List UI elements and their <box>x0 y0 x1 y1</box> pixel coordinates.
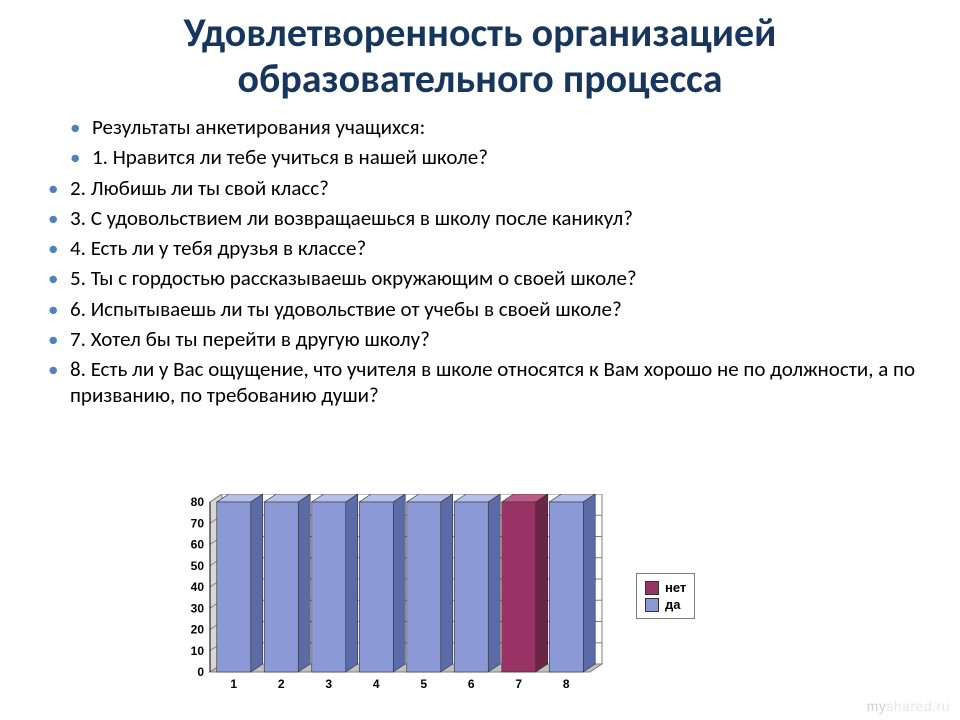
svg-text:5: 5 <box>420 677 427 691</box>
svg-text:50: 50 <box>191 559 205 573</box>
svg-text:80: 80 <box>191 495 205 509</box>
bullet-item: 3. С удовольствием ли возвращаешься в шк… <box>48 205 930 231</box>
svg-text:2: 2 <box>278 677 285 691</box>
bullet-item: 8. Есть ли у Вас ощущение, что учителя в… <box>48 356 930 409</box>
watermark-shared: shared.ru <box>886 698 950 714</box>
svg-text:10: 10 <box>191 644 205 658</box>
title-line2: образовательного процесса <box>238 54 723 103</box>
bullet-item: 4. Есть ли у тебя друзья в классе? <box>48 235 930 261</box>
legend-swatch <box>645 581 659 595</box>
svg-text:8: 8 <box>563 677 570 691</box>
chart-zone: 0 10 20 30 40 50 60 70 80 1 2 3 4 5 6 7 8 нет да <box>170 494 695 698</box>
svg-text:0: 0 <box>197 665 204 679</box>
bullet-item: 2. Любишь ли ты свой класс? <box>48 175 930 201</box>
watermark-my: my <box>867 698 887 714</box>
svg-text:60: 60 <box>191 538 205 552</box>
svg-text:70: 70 <box>191 516 205 530</box>
svg-text:3: 3 <box>325 677 332 691</box>
bullet-item: 6. Испытываешь ли ты удовольствие от уче… <box>48 296 930 322</box>
bullet-item: 5. Ты с гордостью рассказываешь окружающ… <box>48 265 930 291</box>
slide-title: Удовлетворенность организацией образоват… <box>30 10 930 102</box>
bullet-list: Результаты анкетирования учащихся: 1. Нра… <box>30 114 930 409</box>
legend-swatch <box>645 598 659 612</box>
svg-text:1: 1 <box>230 677 237 691</box>
legend-label: да <box>665 597 680 612</box>
chart-legend: нет да <box>636 573 695 619</box>
legend-item: нет <box>645 580 686 595</box>
svg-text:6: 6 <box>468 677 475 691</box>
svg-text:4: 4 <box>373 677 380 691</box>
legend-item: да <box>645 597 686 612</box>
bar-chart-3d: 0 10 20 30 40 50 60 70 80 1 2 3 4 5 6 7 8 <box>170 494 606 698</box>
svg-text:30: 30 <box>191 601 205 615</box>
svg-text:40: 40 <box>191 580 205 594</box>
bullet-item: Результаты анкетирования учащихся: <box>70 114 930 140</box>
svg-text:7: 7 <box>515 677 522 691</box>
svg-text:20: 20 <box>191 623 205 637</box>
bullet-item: 1. Нравится ли тебе учиться в нашей школ… <box>70 144 930 170</box>
title-line1: Удовлетворенность организацией <box>184 8 777 57</box>
slide: Удовлетворенность организацией образоват… <box>0 0 960 720</box>
bullet-item: 7. Хотел бы ты перейти в другую школу? <box>48 326 930 352</box>
watermark: myshared.ru <box>867 698 950 714</box>
legend-label: нет <box>665 580 686 595</box>
